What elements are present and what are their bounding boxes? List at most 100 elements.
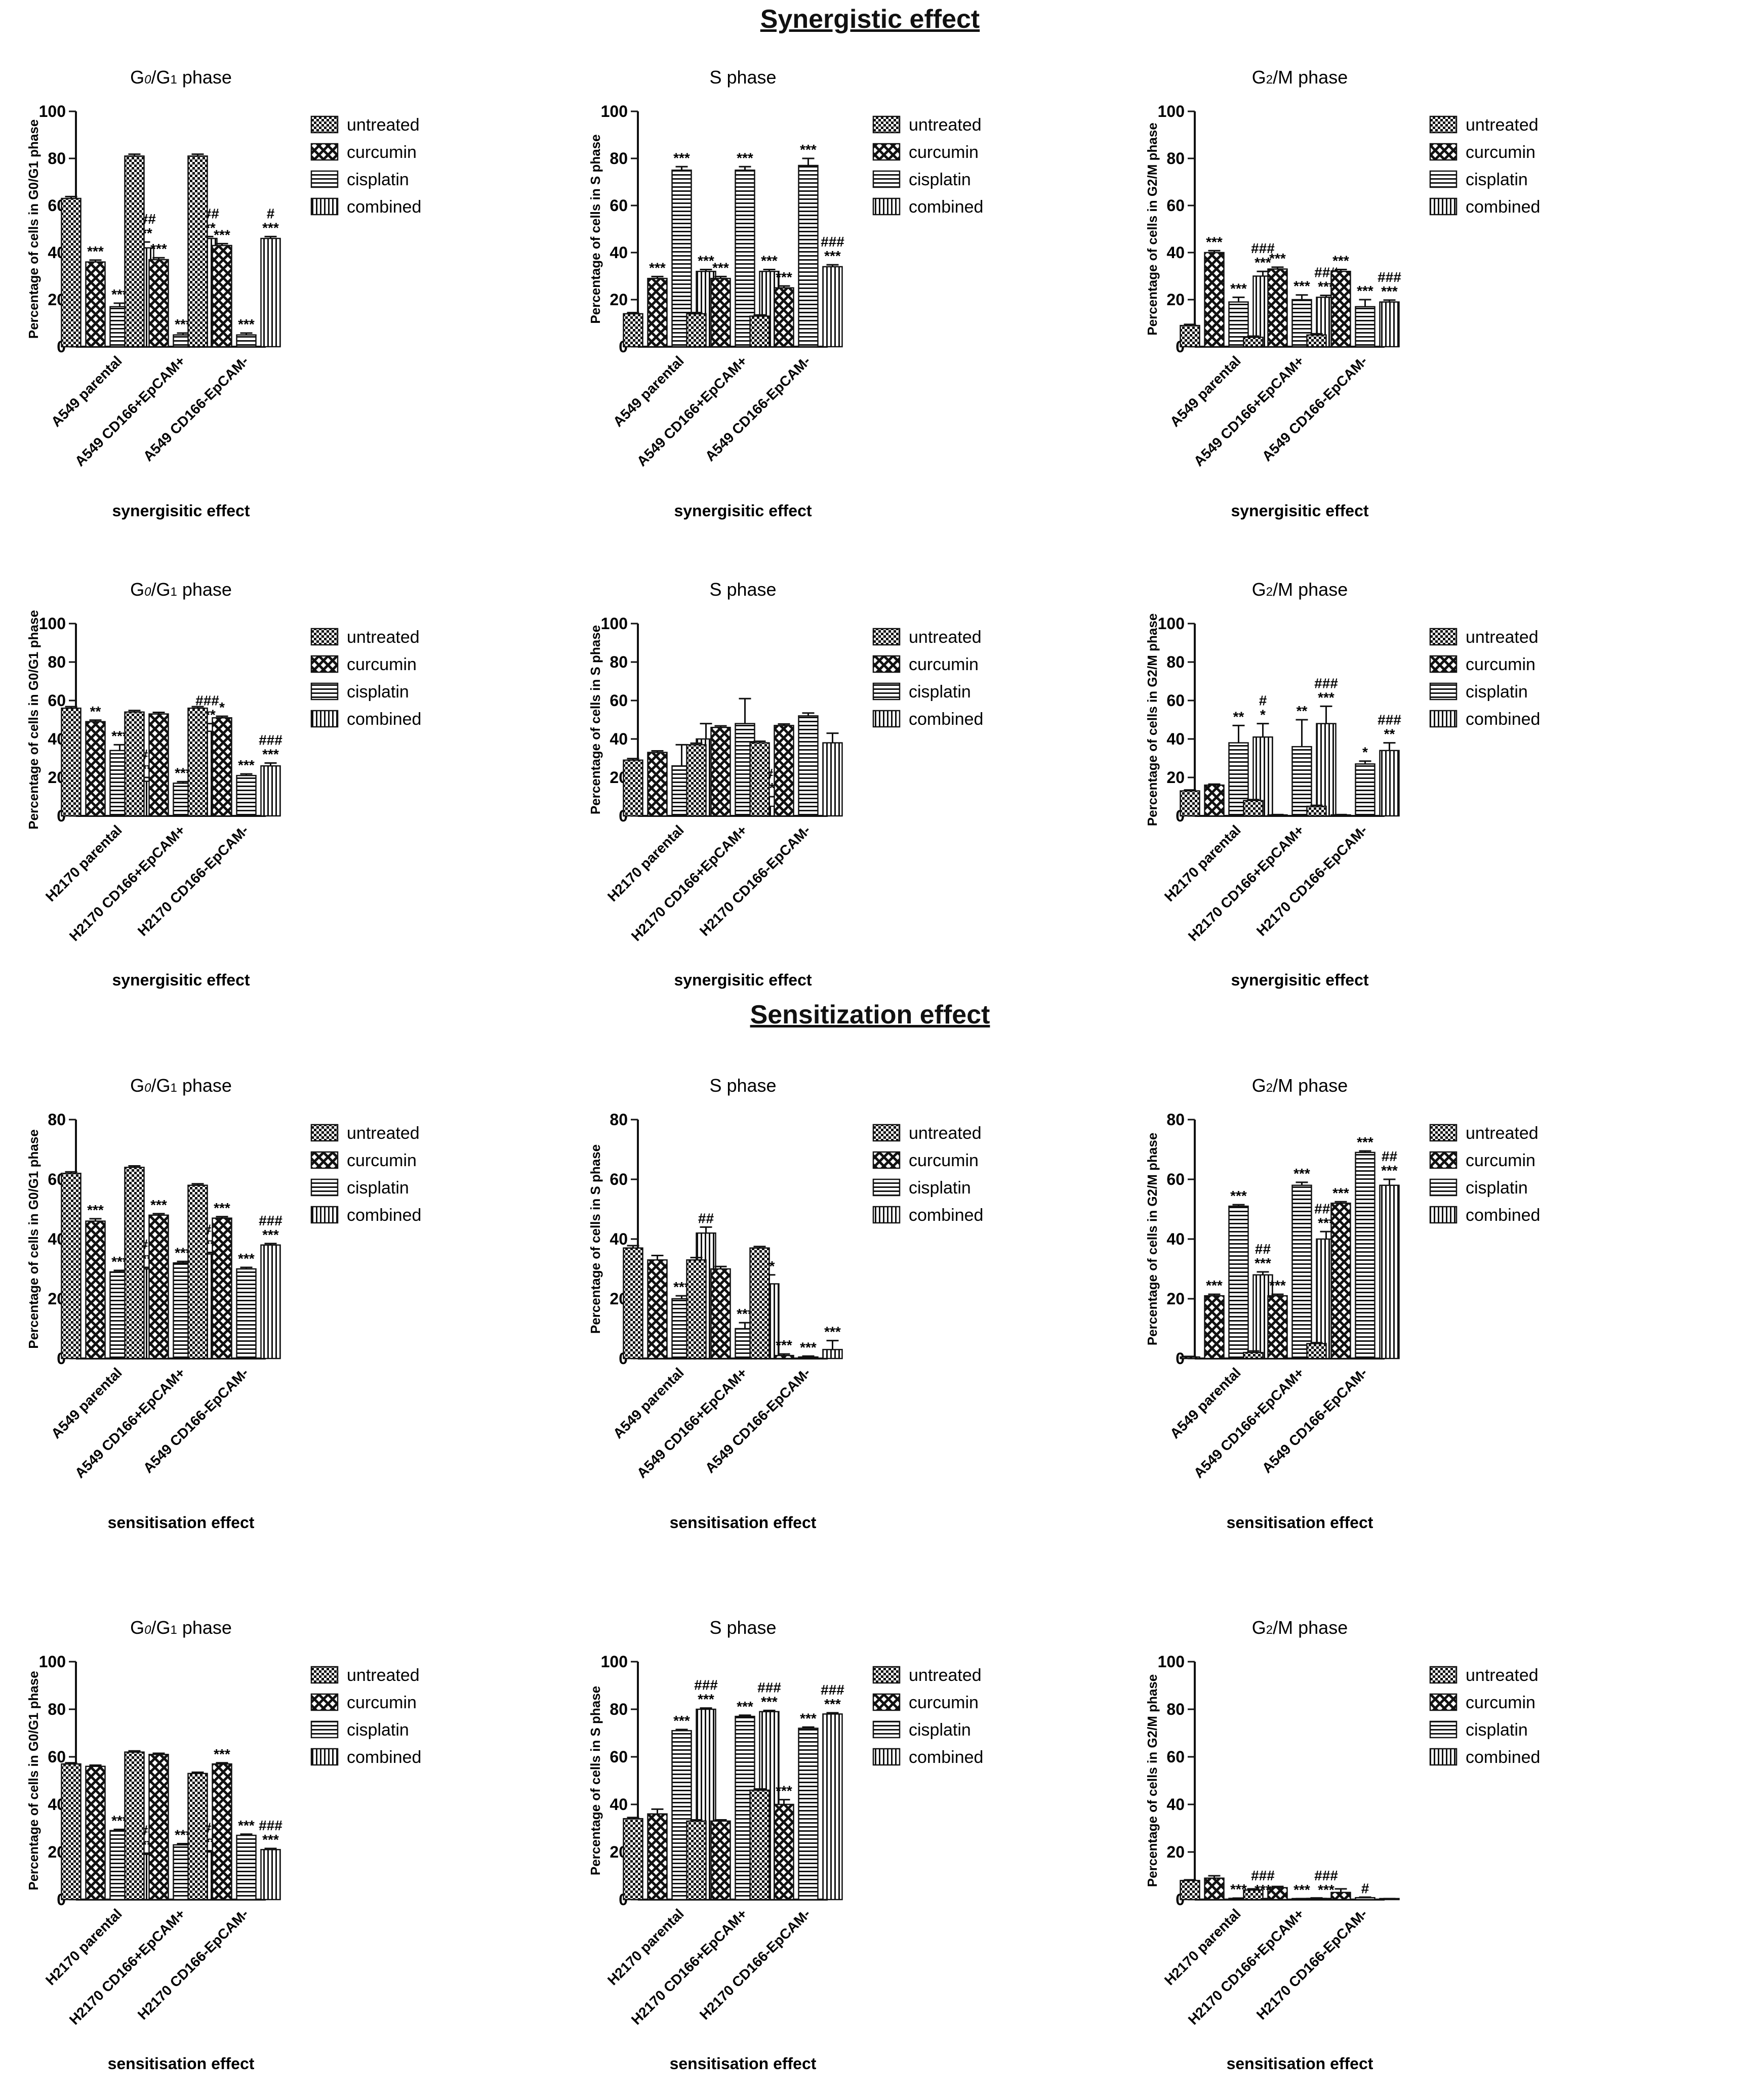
x-axis-label: synergisitic effect <box>1231 502 1368 520</box>
bar-untreated <box>1306 1343 1327 1360</box>
significance-label: ** <box>1384 726 1395 742</box>
bar-curcumin <box>774 1354 794 1360</box>
y-tick-label: 80 <box>610 149 628 168</box>
significance-label: ### <box>259 732 282 748</box>
significance-label: *** <box>150 1197 167 1213</box>
legend-label: cisplatin <box>347 1178 409 1198</box>
legend-swatch-untreated <box>310 1124 339 1142</box>
legend-swatch-combined <box>1429 197 1458 216</box>
significance-label: *** <box>87 243 104 259</box>
significance-label: *** <box>1230 1188 1247 1204</box>
legend-swatch-cisplatin <box>872 170 901 188</box>
bar-cisplatin <box>1228 1205 1249 1360</box>
legend-swatch-combined <box>872 197 901 216</box>
bar-curcumin <box>774 287 794 348</box>
legend-label: untreated <box>909 115 982 135</box>
bar-combined <box>822 1349 843 1360</box>
bar-untreated <box>187 707 208 817</box>
bar-curcumin <box>85 261 106 348</box>
chart-title: S phase <box>709 579 776 600</box>
category-label: A549 CD166+EpCAM+ <box>72 353 188 469</box>
bar-untreated <box>686 1259 707 1360</box>
y-tick-label: 80 <box>48 1700 66 1718</box>
category-label: H2170 CD166+EpCAM+ <box>66 822 188 944</box>
category-label: A549 CD166+EpCAM+ <box>634 1365 750 1481</box>
legend-swatch-curcumin <box>310 1693 339 1711</box>
y-tick-label: 20 <box>1166 1290 1185 1308</box>
y-tick-label: 100 <box>1158 102 1185 120</box>
bar-curcumin <box>647 1813 668 1901</box>
bar-untreated <box>61 197 82 348</box>
legend-swatch-untreated <box>1429 1666 1458 1684</box>
significance-label: ### <box>1314 675 1338 691</box>
significance-label: *** <box>1269 1278 1286 1293</box>
legend-label: cisplatin <box>909 682 971 702</box>
significance-label: *** <box>698 1692 714 1707</box>
bar-curcumin <box>1330 1891 1351 1901</box>
y-tick-label: 80 <box>1166 149 1185 168</box>
legend-swatch-cisplatin <box>310 682 339 701</box>
legend-label: curcumin <box>1466 1693 1535 1712</box>
legend-label: untreated <box>1466 115 1539 135</box>
bar-curcumin <box>774 1803 794 1901</box>
bar-combined <box>822 742 843 817</box>
x-axis-label: sensitisation effect <box>670 2054 817 2073</box>
significance-label: *** <box>1255 255 1271 270</box>
bar-combined <box>822 1713 843 1901</box>
y-axis-label: Percentage of cells in S phase <box>588 625 603 814</box>
bar-curcumin <box>85 721 106 817</box>
y-tick-label: 60 <box>610 691 628 710</box>
legend-label: combined <box>909 710 983 729</box>
y-axis-label: Percentage of cells in G2/M phase <box>1145 613 1160 826</box>
legend-swatch-cisplatin <box>1429 682 1458 701</box>
category-label: H2170 CD166+EpCAM+ <box>628 822 750 944</box>
legend-label: curcumin <box>347 1151 417 1170</box>
y-tick-label: 100 <box>1158 1653 1185 1671</box>
bar-untreated <box>1180 1880 1200 1901</box>
bar-cisplatin <box>236 1268 257 1360</box>
bar-curcumin <box>1330 1202 1351 1360</box>
y-tick-label: 100 <box>601 1653 628 1671</box>
significance-label: *** <box>238 1251 255 1266</box>
legend-swatch-curcumin <box>1429 143 1458 161</box>
significance-label: *** <box>238 757 255 773</box>
chart-7: G0/G1 phase020406080Percentage of cells … <box>26 1075 421 1532</box>
significance-label: *** <box>737 150 753 166</box>
legend-swatch-combined <box>310 1748 339 1766</box>
chart-title: G0/G1 phase <box>130 1617 232 1638</box>
legend-label: combined <box>347 710 421 729</box>
significance-label: *** <box>1381 283 1398 299</box>
bar-curcumin <box>774 725 794 817</box>
chart-5: S phase020406080100Percentage of cells i… <box>588 579 983 989</box>
bar-curcumin <box>148 713 169 817</box>
significance-label: # <box>1361 1880 1369 1896</box>
significance-label: *** <box>1357 283 1373 299</box>
section-title-sensitization: Sensitization effect <box>750 1000 990 1030</box>
bar-curcumin <box>148 1754 169 1901</box>
significance-label: ### <box>821 234 844 250</box>
bar-combined <box>822 266 843 348</box>
bar-cisplatin <box>798 164 819 348</box>
significance-label: *** <box>1206 234 1223 250</box>
legend-swatch-combined <box>310 197 339 216</box>
legend-swatch-untreated <box>872 115 901 134</box>
bar-combined <box>260 1849 281 1901</box>
y-tick-label: 60 <box>48 1748 66 1766</box>
legend-swatch-combined <box>310 710 339 728</box>
x-axis-label: synergisitic effect <box>112 971 250 989</box>
bar-untreated <box>124 711 145 817</box>
significance-label: ### <box>195 693 219 709</box>
x-axis-label: synergisitic effect <box>1231 971 1368 989</box>
legend-swatch-cisplatin <box>310 1178 339 1197</box>
category-label: A549 CD166-EpCAM- <box>140 1365 252 1476</box>
legend-swatch-combined <box>1429 710 1458 728</box>
legend-label: combined <box>1466 197 1540 217</box>
bar-curcumin <box>1330 270 1351 348</box>
significance-label: *** <box>761 1694 778 1709</box>
legend-label: untreated <box>347 1666 420 1685</box>
legend-swatch-combined <box>310 1206 339 1224</box>
legend-label: curcumin <box>909 655 979 674</box>
bar-untreated <box>1306 805 1327 817</box>
legend-swatch-curcumin <box>872 1693 901 1711</box>
bar-cisplatin <box>1291 1184 1312 1360</box>
